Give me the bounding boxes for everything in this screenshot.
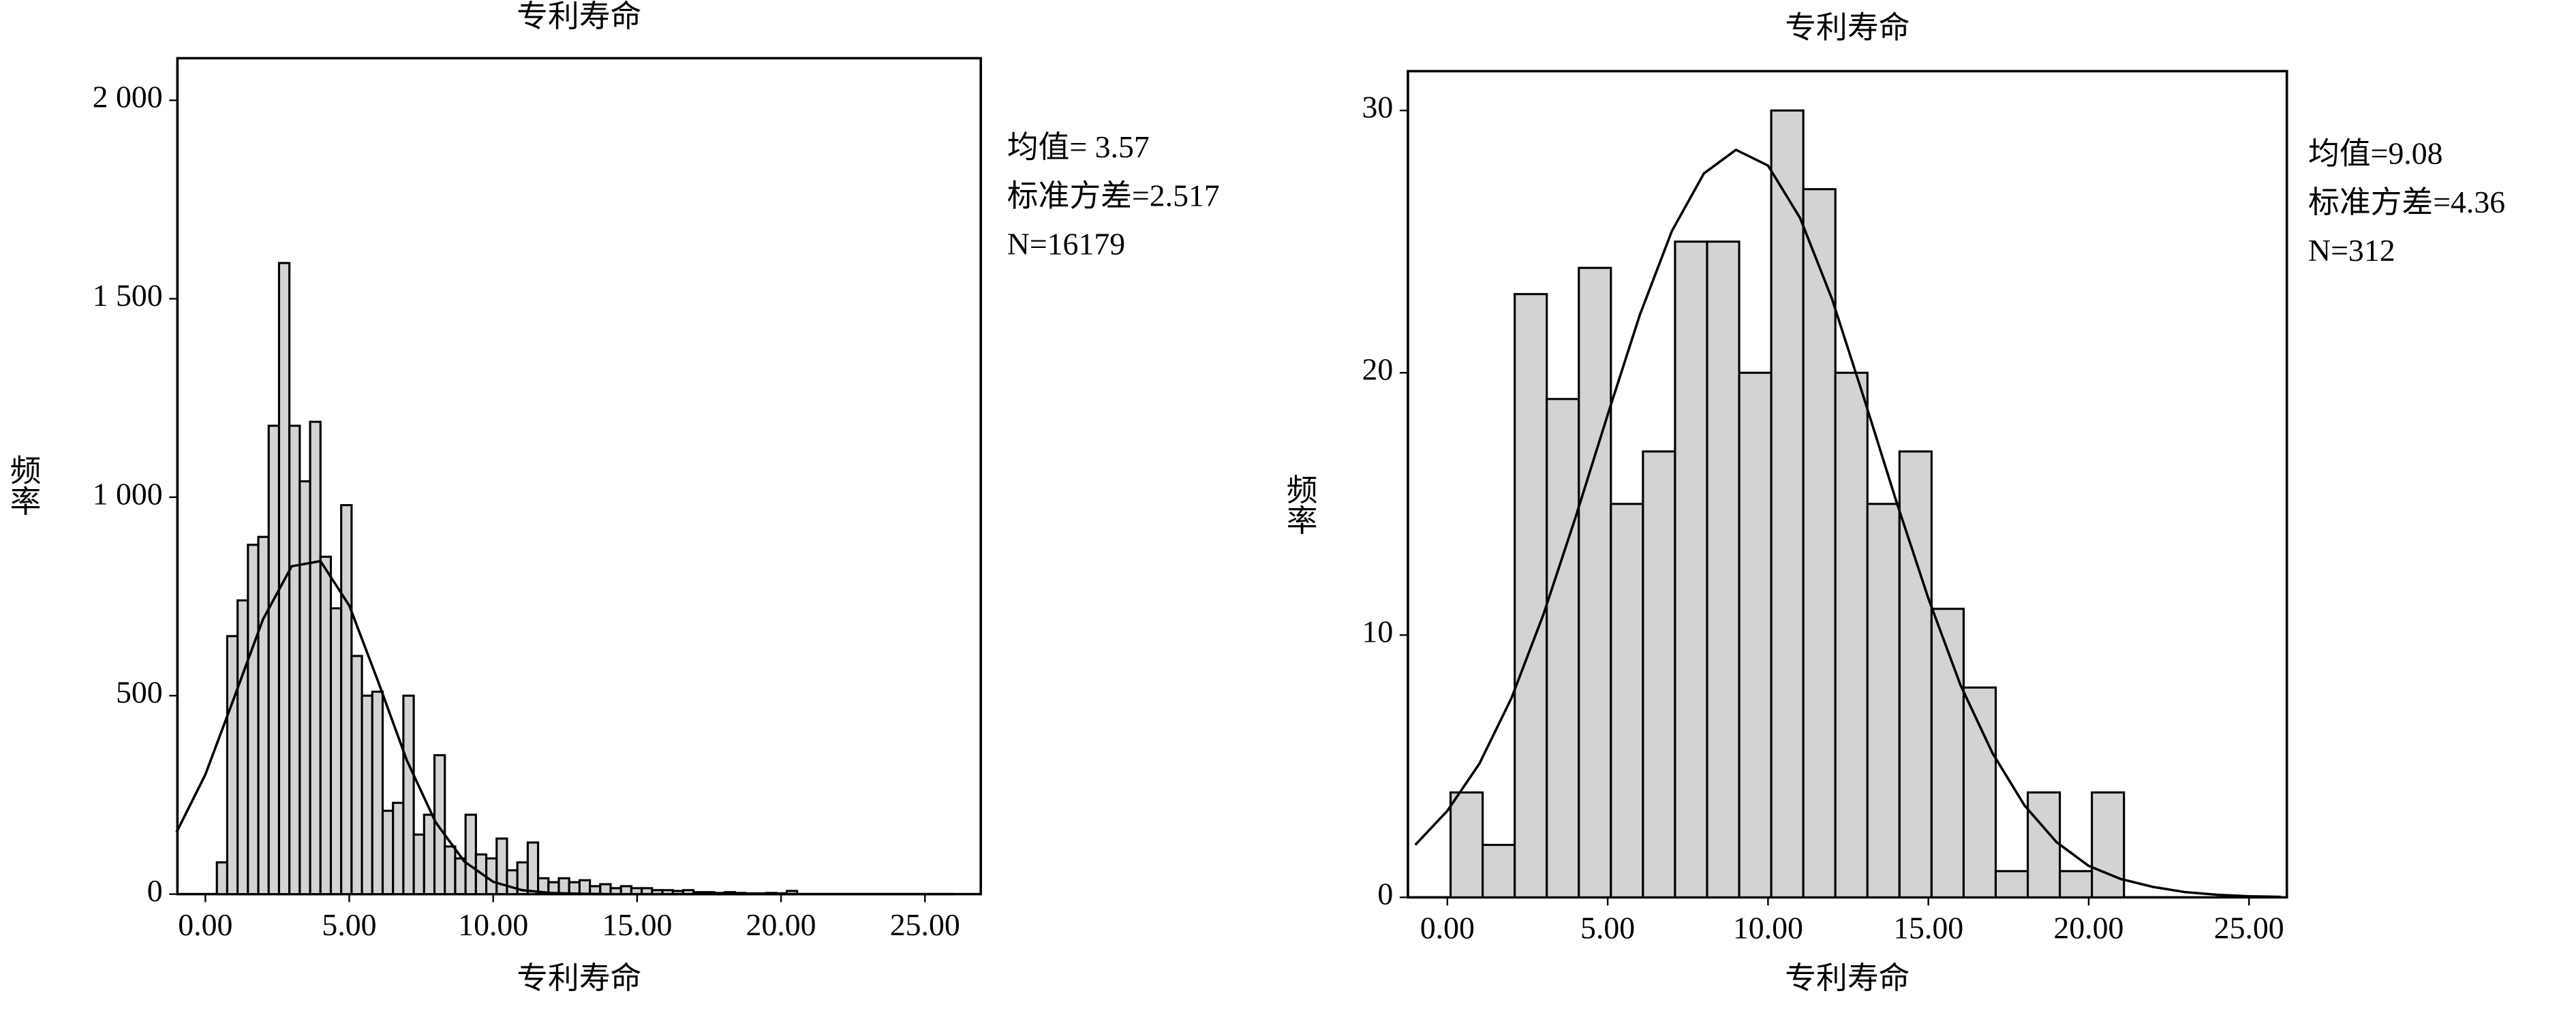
annotation: 均值=9.08 — [2308, 136, 2443, 171]
histogram-bar — [1994, 870, 2029, 898]
y-tick-label: 1 500 — [93, 278, 163, 313]
chart-title: 专利寿命 — [1785, 10, 1910, 45]
annotation: 标准方差=4.36 — [2308, 185, 2505, 219]
annotation: 标准方差=2.517 — [1007, 178, 1220, 213]
histogram-bar — [329, 607, 343, 896]
histogram-bar — [340, 504, 353, 896]
histogram-bar — [1962, 686, 1997, 898]
annotation: N=312 — [2308, 233, 2395, 268]
histogram-bar — [1546, 398, 1580, 898]
histogram-bar — [1770, 109, 1805, 898]
histogram-bar — [1449, 791, 1484, 898]
histogram-bar — [464, 813, 477, 896]
histogram-bar — [402, 694, 415, 896]
y-tick-label: 0 — [1377, 877, 1393, 911]
histogram-bar — [1802, 188, 1837, 898]
histogram-bar — [1674, 240, 1708, 898]
x-axis-label: 专利寿命 — [517, 960, 641, 995]
x-axis-label: 专利寿命 — [1785, 960, 1910, 995]
histogram-bar — [236, 599, 249, 896]
histogram-bar — [257, 535, 270, 896]
histogram-bar — [578, 879, 592, 896]
histogram-bar — [1578, 266, 1612, 898]
histogram-bar — [495, 837, 508, 896]
x-tick-label: 5.00 — [1580, 911, 1635, 945]
x-tick-label: 0.00 — [1420, 911, 1475, 945]
histogram-bar — [267, 424, 281, 896]
x-tick-label: 10.00 — [1733, 911, 1803, 945]
histogram-bar — [392, 802, 405, 896]
x-tick-label: 15.00 — [1893, 911, 1963, 945]
normal-curve — [1414, 148, 2282, 898]
x-tick-label: 20.00 — [746, 907, 816, 942]
histogram-bar — [215, 861, 228, 896]
histogram-bar — [1834, 371, 1869, 898]
histogram-bar — [298, 480, 311, 896]
y-tick-label: 0 — [147, 873, 163, 908]
histogram-bar — [309, 420, 322, 896]
annotation: 均值= 3.57 — [1007, 129, 1150, 164]
histogram-bar — [1706, 240, 1741, 898]
x-tick-label: 5.00 — [322, 907, 376, 942]
histogram-bar — [288, 424, 301, 896]
histogram-bar — [381, 809, 395, 896]
histogram-bar — [1610, 503, 1644, 898]
y-tick-label: 2 000 — [93, 80, 163, 114]
histogram-bar — [526, 841, 540, 896]
histogram-bar — [319, 555, 333, 896]
histogram-bar — [350, 655, 363, 896]
histogram-bar — [247, 544, 260, 896]
x-tick-label: 25.00 — [2214, 911, 2284, 945]
histogram-bar — [599, 883, 612, 896]
histogram-bar — [433, 754, 446, 896]
y-tick-label: 10 — [1362, 614, 1393, 649]
annotation: N=16179 — [1007, 227, 1125, 262]
histogram-bar — [226, 635, 239, 896]
x-tick-label: 25.00 — [890, 907, 960, 942]
y-tick-label: 20 — [1362, 352, 1393, 387]
histogram-bar — [557, 877, 570, 896]
y-tick-label: 30 — [1362, 90, 1393, 125]
chart-title: 专利寿命 — [517, 0, 641, 33]
y-tick-label: 1 000 — [93, 477, 163, 512]
histogram-bar — [361, 694, 373, 896]
y-axis-label: 频率 — [1282, 473, 1317, 535]
histogram-bar — [506, 869, 519, 896]
histogram-bar — [1738, 371, 1773, 898]
histogram-bar — [1898, 450, 1933, 898]
y-tick-label: 500 — [116, 675, 163, 710]
histogram-bar — [1482, 843, 1516, 898]
x-tick-label: 10.00 — [458, 907, 528, 942]
histogram-bar — [454, 857, 467, 896]
histogram-bar — [485, 857, 498, 896]
x-tick-label: 15.00 — [602, 907, 672, 942]
histogram-bar — [2026, 791, 2061, 898]
histogram-bar — [423, 813, 436, 896]
histogram-bar — [1642, 450, 1676, 898]
histogram-bar — [1866, 503, 1901, 898]
histogram-bar — [1514, 293, 1548, 898]
x-tick-label: 20.00 — [2053, 911, 2123, 945]
histogram-bar — [2059, 870, 2094, 898]
x-tick-label: 0.00 — [178, 907, 232, 942]
normal-curve — [175, 559, 954, 896]
histogram-bar — [371, 690, 384, 896]
histogram-bar — [444, 845, 457, 896]
y-axis-label: 频率 — [5, 454, 40, 516]
histogram-bar — [412, 833, 425, 896]
histogram-bar — [2091, 791, 2126, 898]
